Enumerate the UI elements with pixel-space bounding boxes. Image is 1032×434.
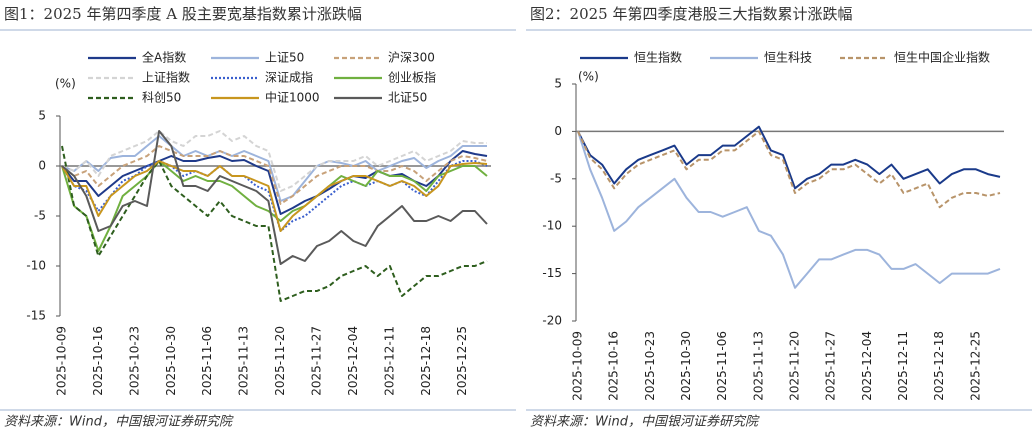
x-tick-label: 2025-12-04: [860, 331, 874, 401]
y-unit-label: (%): [55, 77, 76, 91]
legend-label: 创业板指: [388, 70, 436, 85]
legend-label: 北证50: [388, 91, 427, 105]
x-tick-label: 2025-11-20: [273, 326, 287, 396]
y-tick-label: 5: [554, 77, 562, 91]
series-line: [61, 145, 488, 302]
chart-title: 图2：2025 年第四季度港股三大指数累计涨跌幅: [530, 5, 853, 23]
source-note: 资料来源：Wind，中国银河证券研究院: [530, 414, 760, 430]
x-tick-label: 2025-12-11: [896, 331, 910, 401]
x-tick-label: 2025-11-13: [237, 326, 251, 396]
series-line: [61, 130, 488, 265]
series-line: [61, 160, 488, 232]
legend-label: 上证50: [265, 51, 304, 65]
y-tick-label: -10: [542, 219, 562, 233]
legend-label: 中证1000: [265, 90, 320, 105]
x-tick-label: 2025-12-18: [419, 326, 433, 396]
x-tick-label: 2025-11-06: [200, 326, 214, 396]
x-tick-label: 2025-12-18: [932, 331, 946, 401]
x-tick-label: 2025-10-09: [55, 326, 69, 396]
y-tick-label: -20: [542, 314, 562, 328]
x-tick-label: 2025-11-13: [751, 331, 765, 401]
x-tick-label: 2025-11-06: [715, 331, 729, 401]
series-line: [577, 125, 1001, 190]
y-tick-label: 0: [554, 124, 562, 138]
x-tick-label: 2025-11-20: [788, 331, 802, 401]
series-line: [61, 160, 488, 252]
chart-title: 图1：2025 年第四季度 A 股主要宽基指数累计涨跌幅: [4, 5, 362, 23]
y-tick-label: -5: [34, 209, 46, 223]
legend-label: 恒生中国企业指数: [894, 50, 990, 65]
series-line: [61, 135, 487, 202]
series-line: [61, 130, 487, 192]
x-tick-label: 2025-10-09: [571, 331, 585, 401]
x-tick-label: 2025-10-16: [91, 326, 105, 396]
series-line: [577, 131, 1001, 289]
y-tick-label: -10: [26, 259, 46, 273]
x-tick-label: 2025-10-30: [679, 331, 693, 401]
legend-label: 深证成指: [265, 70, 313, 85]
y-tick-label: 5: [38, 109, 46, 123]
x-tick-label: 2025-10-16: [607, 331, 621, 401]
x-tick-label: 2025-10-23: [127, 326, 141, 396]
x-tick-label: 2025-11-27: [824, 331, 838, 401]
y-tick-label: -5: [550, 171, 562, 185]
y-tick-label: -15: [26, 309, 46, 323]
legend-label: 恒生科技: [764, 51, 812, 65]
y-tick-label: -15: [542, 266, 562, 280]
legend-label: 全A指数: [142, 50, 186, 65]
legend-label: 恒生指数: [634, 50, 682, 65]
y-tick-label: 0: [38, 159, 46, 173]
legend-label: 上证指数: [142, 70, 190, 85]
x-tick-label: 2025-10-30: [164, 326, 178, 396]
y-unit-label: (%): [578, 70, 599, 84]
x-tick-label: 2025-12-04: [346, 326, 360, 396]
x-tick-label: 2025-11-27: [310, 326, 324, 396]
series-line: [577, 130, 1001, 209]
x-tick-label: 2025-12-25: [968, 331, 982, 401]
legend-label: 科创50: [142, 91, 181, 105]
source-note: 资料来源：Wind，中国银河证券研究院: [4, 414, 234, 430]
x-tick-label: 2025-10-23: [643, 331, 657, 401]
x-tick-label: 2025-12-11: [382, 326, 396, 396]
x-tick-label: 2025-12-25: [455, 326, 469, 396]
series-line: [61, 145, 488, 205]
legend-label: 沪深300: [388, 51, 435, 65]
